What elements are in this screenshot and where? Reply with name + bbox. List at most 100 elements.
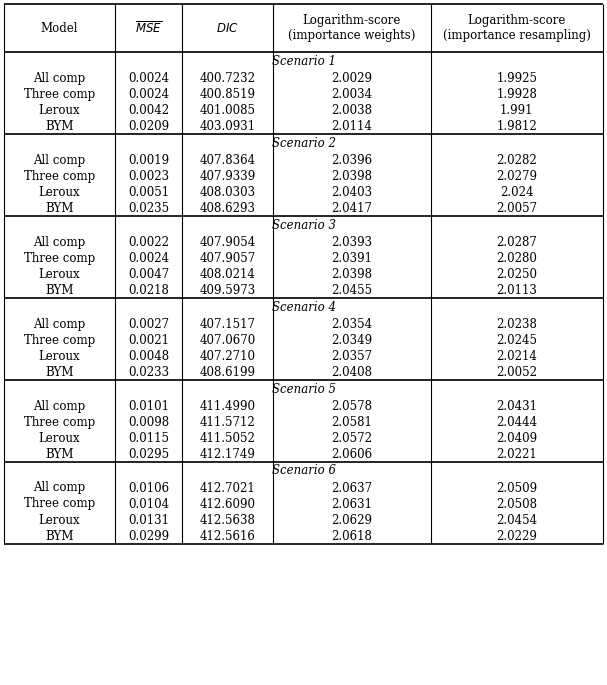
Text: BYM: BYM (45, 201, 73, 214)
Text: 2.0637: 2.0637 (331, 482, 373, 495)
Text: 401.0085: 401.0085 (200, 103, 256, 116)
Text: 2.0287: 2.0287 (497, 236, 537, 249)
Text: 2.0409: 2.0409 (496, 432, 537, 445)
Text: Three comp: Three comp (24, 251, 95, 264)
Text: 0.0131: 0.0131 (128, 514, 169, 527)
Text: 0.0048: 0.0048 (128, 349, 169, 362)
Text: 2.0245: 2.0245 (497, 334, 537, 347)
Text: 2.0396: 2.0396 (331, 153, 373, 166)
Text: 2.0238: 2.0238 (497, 318, 537, 330)
Text: Scenario 4: Scenario 4 (271, 301, 336, 314)
Text: 2.0282: 2.0282 (497, 153, 537, 166)
Text: 1.9925: 1.9925 (497, 71, 537, 84)
Text: 0.0042: 0.0042 (128, 103, 169, 116)
Text: 0.0299: 0.0299 (128, 530, 169, 543)
Text: 407.2710: 407.2710 (200, 349, 256, 362)
Text: 0.0021: 0.0021 (128, 334, 169, 347)
Text: 2.0113: 2.0113 (497, 284, 537, 297)
Text: 411.5052: 411.5052 (200, 432, 256, 445)
Text: 0.0295: 0.0295 (128, 447, 169, 460)
Text: 412.6090: 412.6090 (200, 497, 256, 510)
Text: 0.0024: 0.0024 (128, 88, 169, 101)
Text: 408.0303: 408.0303 (200, 186, 256, 199)
Text: 2.0221: 2.0221 (497, 447, 537, 460)
Text: Logarithm-score
(importance weights): Logarithm-score (importance weights) (288, 14, 416, 42)
Text: 2.0038: 2.0038 (331, 103, 372, 116)
Text: Three comp: Three comp (24, 497, 95, 510)
Text: Leroux: Leroux (38, 103, 80, 116)
Text: All comp: All comp (33, 153, 86, 166)
Text: 0.0098: 0.0098 (128, 416, 169, 429)
Text: Scenario 6: Scenario 6 (271, 464, 336, 477)
Text: Leroux: Leroux (38, 432, 80, 445)
Text: 408.6199: 408.6199 (200, 366, 256, 379)
Text: 2.0455: 2.0455 (331, 284, 373, 297)
Text: 2.0398: 2.0398 (331, 268, 372, 280)
Text: $\overline{MSE}$: $\overline{MSE}$ (135, 21, 162, 36)
Text: 407.8364: 407.8364 (200, 153, 256, 166)
Text: 2.0572: 2.0572 (331, 432, 372, 445)
Text: 0.0024: 0.0024 (128, 71, 169, 84)
Text: BYM: BYM (45, 119, 73, 132)
Text: 0.0024: 0.0024 (128, 251, 169, 264)
Text: 2.0417: 2.0417 (331, 201, 372, 214)
Text: 2.0214: 2.0214 (497, 349, 537, 362)
Text: All comp: All comp (33, 236, 86, 249)
Text: 407.0670: 407.0670 (200, 334, 256, 347)
Text: 2.0509: 2.0509 (496, 482, 537, 495)
Text: Leroux: Leroux (38, 349, 80, 362)
Text: 0.0235: 0.0235 (128, 201, 169, 214)
Text: 2.0444: 2.0444 (496, 416, 537, 429)
Text: 0.0218: 0.0218 (128, 284, 169, 297)
Text: 1.991: 1.991 (500, 103, 534, 116)
Text: 2.0034: 2.0034 (331, 88, 373, 101)
Text: 2.0431: 2.0431 (497, 399, 537, 412)
Text: 2.0354: 2.0354 (331, 318, 373, 330)
Text: 0.0022: 0.0022 (128, 236, 169, 249)
Text: 2.0229: 2.0229 (497, 530, 537, 543)
Text: 1.9812: 1.9812 (497, 119, 537, 132)
Text: BYM: BYM (45, 366, 73, 379)
Text: Leroux: Leroux (38, 186, 80, 199)
Text: 400.8519: 400.8519 (200, 88, 256, 101)
Text: 1.9928: 1.9928 (497, 88, 537, 101)
Text: 407.9057: 407.9057 (200, 251, 256, 264)
Text: 2.0398: 2.0398 (331, 169, 372, 182)
Text: BYM: BYM (45, 447, 73, 460)
Text: 2.0391: 2.0391 (331, 251, 372, 264)
Text: All comp: All comp (33, 318, 86, 330)
Text: 2.0631: 2.0631 (331, 497, 372, 510)
Text: 407.1517: 407.1517 (200, 318, 256, 330)
Text: Three comp: Three comp (24, 416, 95, 429)
Text: Three comp: Three comp (24, 334, 95, 347)
Text: 2.0250: 2.0250 (497, 268, 537, 280)
Text: 0.0023: 0.0023 (128, 169, 169, 182)
Text: 2.024: 2.024 (500, 186, 534, 199)
Text: 2.0029: 2.0029 (331, 71, 372, 84)
Text: 412.5616: 412.5616 (200, 530, 256, 543)
Text: $DIC$: $DIC$ (217, 21, 239, 34)
Text: 2.0357: 2.0357 (331, 349, 373, 362)
Text: Three comp: Three comp (24, 169, 95, 182)
Text: 2.0403: 2.0403 (331, 186, 373, 199)
Text: 0.0019: 0.0019 (128, 153, 169, 166)
Text: 408.6293: 408.6293 (200, 201, 256, 214)
Text: 403.0931: 403.0931 (200, 119, 256, 132)
Text: 2.0606: 2.0606 (331, 447, 373, 460)
Text: 411.4990: 411.4990 (200, 399, 256, 412)
Text: 2.0508: 2.0508 (497, 497, 537, 510)
Text: All comp: All comp (33, 71, 86, 84)
Text: Scenario 5: Scenario 5 (271, 382, 336, 395)
Text: 2.0408: 2.0408 (331, 366, 372, 379)
Text: 2.0279: 2.0279 (497, 169, 537, 182)
Text: Model: Model (41, 21, 78, 34)
Text: 0.0233: 0.0233 (128, 366, 169, 379)
Text: 409.5973: 409.5973 (200, 284, 256, 297)
Text: 407.9339: 407.9339 (200, 169, 256, 182)
Text: 0.0209: 0.0209 (128, 119, 169, 132)
Text: All comp: All comp (33, 482, 86, 495)
Text: 2.0581: 2.0581 (331, 416, 372, 429)
Text: 2.0052: 2.0052 (497, 366, 537, 379)
Text: 2.0349: 2.0349 (331, 334, 373, 347)
Text: Scenario 1: Scenario 1 (271, 55, 336, 68)
